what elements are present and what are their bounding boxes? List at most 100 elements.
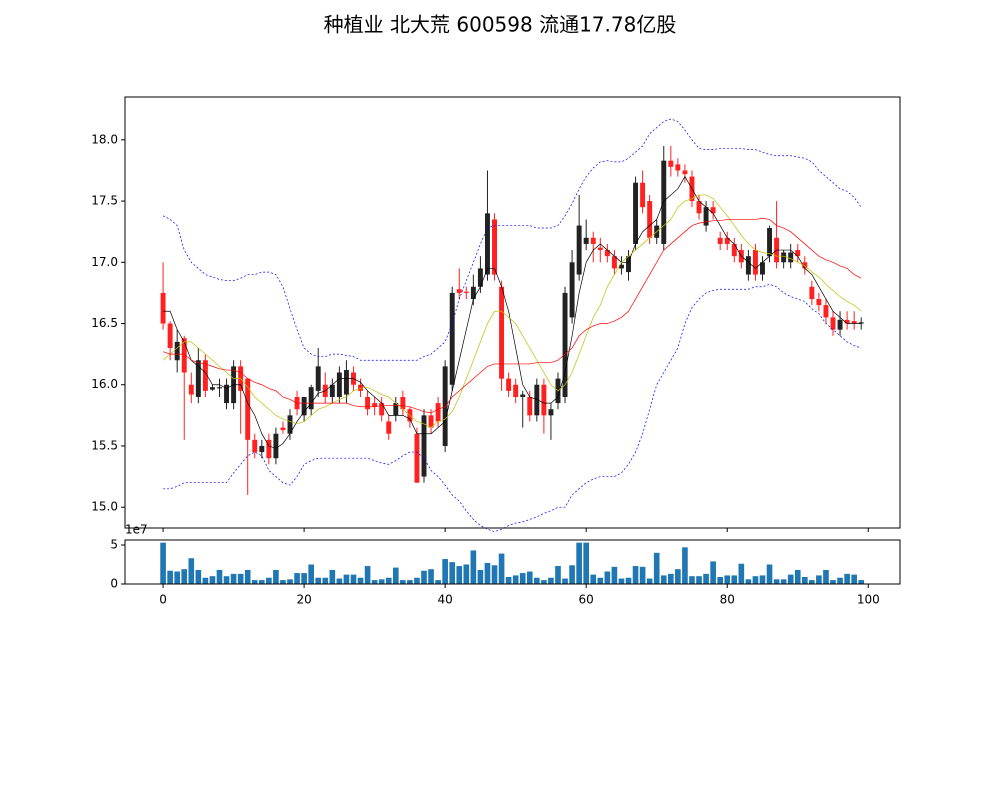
candle-body <box>823 305 829 318</box>
volume-bar <box>202 577 209 584</box>
volume-bar <box>343 574 350 584</box>
candle-body <box>209 387 215 390</box>
x-tick-label: 0 <box>159 593 167 607</box>
candle-body <box>202 360 208 391</box>
indicator-line <box>162 118 862 361</box>
volume-bar <box>576 542 582 584</box>
volume-bar <box>329 569 336 584</box>
candle-body <box>386 421 392 434</box>
y-tick-label: 16.5 <box>91 316 118 330</box>
candle-body <box>174 341 180 361</box>
volume-bar <box>456 566 463 584</box>
volume-bar <box>717 576 723 584</box>
volume-bar <box>400 580 406 584</box>
volume-bar <box>534 577 540 584</box>
volume-bar <box>703 573 709 584</box>
volume-bar <box>801 576 808 584</box>
chart-title: 种植业 北大荒 600598 流通17.78亿股 <box>324 13 677 37</box>
candle-body <box>414 433 420 483</box>
volume-bar <box>689 576 695 584</box>
y-tick-label: 16.0 <box>91 377 118 391</box>
y-tick-label: 5 <box>110 537 118 551</box>
volume-bar <box>858 580 865 584</box>
candle-body <box>379 403 385 416</box>
indicator-line <box>163 175 862 449</box>
volume-bar <box>759 575 766 584</box>
volume-bar <box>258 580 265 584</box>
volume-bar <box>498 553 505 584</box>
y-tick-label: 18.0 <box>91 132 118 146</box>
x-tick-label: 100 <box>857 593 880 607</box>
candle-body <box>745 256 751 275</box>
volume-bar <box>392 567 399 584</box>
volume-bar <box>597 577 604 584</box>
candle-body <box>830 317 836 330</box>
volume-bar <box>195 569 202 584</box>
candle-body <box>562 292 568 397</box>
volume-bar <box>646 578 653 584</box>
candle-body <box>781 252 787 263</box>
volume-bar <box>675 569 681 584</box>
candle-body <box>400 396 406 410</box>
candle-body <box>534 384 540 416</box>
candle-body <box>428 415 434 428</box>
candle-body <box>668 160 674 167</box>
candle-body <box>590 237 596 244</box>
volume-bar <box>548 577 554 584</box>
candle-body <box>315 366 321 391</box>
candle-body <box>640 182 646 208</box>
candle-body <box>633 182 639 244</box>
volume-bar <box>223 576 230 584</box>
candle-body <box>760 262 765 275</box>
volume-bar <box>611 566 618 584</box>
volume-bar <box>844 573 850 584</box>
candle-body <box>160 292 166 324</box>
volume-bar <box>407 580 413 584</box>
indicator-line <box>162 217 862 414</box>
volume-bar <box>682 547 688 584</box>
candle-body <box>217 387 222 389</box>
volume-bar <box>315 577 322 584</box>
candle-body <box>273 433 279 459</box>
candle-body <box>696 201 702 214</box>
volume-bar <box>562 578 568 584</box>
candle-body <box>809 286 815 300</box>
candle-body <box>365 396 371 410</box>
volume-bar <box>724 575 731 584</box>
x-tick-label: 20 <box>296 593 311 607</box>
candle-body <box>583 237 589 244</box>
candle-body <box>456 289 462 293</box>
candle-body <box>626 256 631 273</box>
volume-bar <box>350 574 357 584</box>
candle-body <box>358 384 364 391</box>
volume-bar <box>421 570 427 584</box>
candle-body <box>477 268 483 287</box>
candle-body <box>717 237 723 244</box>
candle-body <box>710 207 716 214</box>
candle-body <box>463 291 469 293</box>
volume-bar <box>837 577 843 584</box>
volume-bar <box>505 576 512 584</box>
volume-bar <box>710 561 716 584</box>
volume-bar <box>364 566 371 584</box>
candle-body <box>858 322 864 324</box>
volume-bar <box>470 550 477 584</box>
candle-body <box>837 319 843 330</box>
candle-body <box>280 427 286 431</box>
candle-body <box>245 378 251 440</box>
candle-body <box>167 323 173 349</box>
volume-bar <box>766 564 773 584</box>
volume-bar <box>809 580 815 584</box>
candle-body <box>788 252 794 263</box>
candle-body <box>266 439 272 459</box>
candle-body <box>703 207 709 226</box>
volume-bar <box>442 559 448 584</box>
y-tick-label: 17.5 <box>91 194 118 208</box>
volume-bar <box>463 564 470 584</box>
volume-bar <box>357 577 364 584</box>
candle-body <box>393 403 399 416</box>
candle-body <box>336 372 342 397</box>
candle-body <box>252 439 258 453</box>
volume-bar <box>244 569 251 584</box>
